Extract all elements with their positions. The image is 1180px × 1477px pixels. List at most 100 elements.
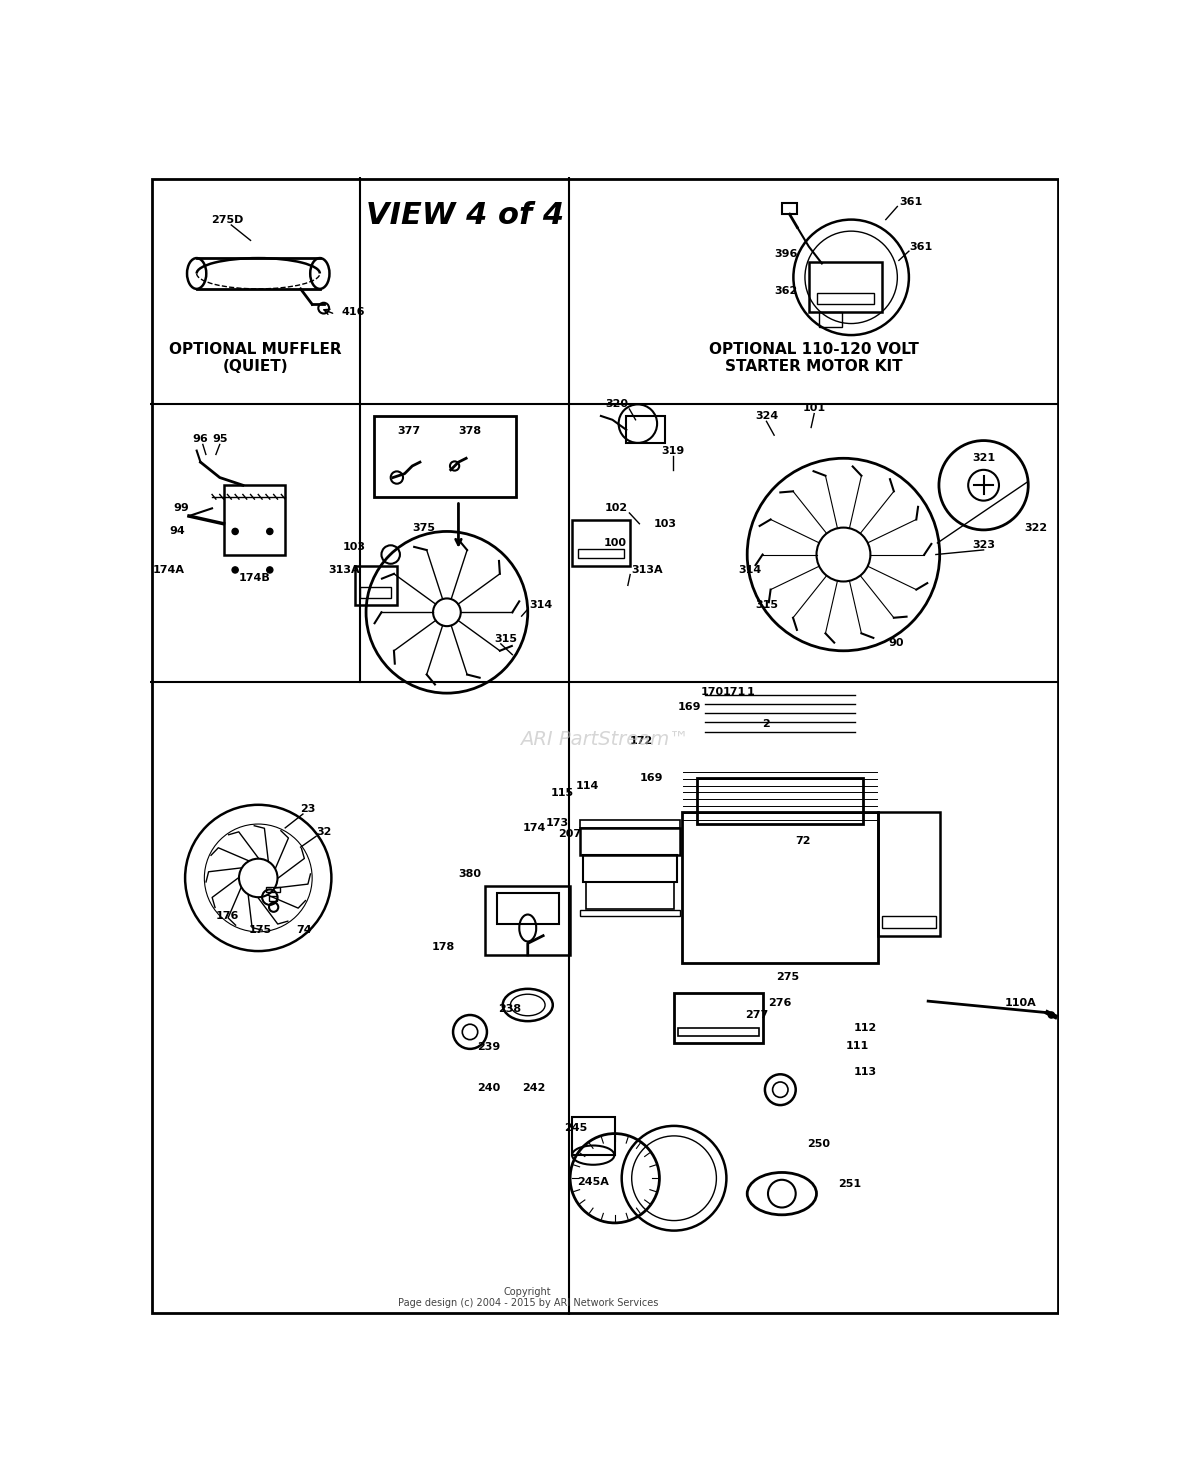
Text: 103: 103 — [654, 518, 676, 529]
Circle shape — [232, 529, 238, 535]
Text: 171: 171 — [722, 687, 746, 697]
Text: 115: 115 — [551, 789, 573, 798]
Bar — [878, 812, 939, 936]
Text: 277: 277 — [746, 1010, 769, 1021]
Bar — [572, 520, 630, 566]
Text: 100: 100 — [603, 538, 627, 548]
Text: 242: 242 — [523, 1083, 545, 1093]
Text: 112: 112 — [853, 1024, 877, 1032]
Circle shape — [267, 529, 273, 535]
Text: 240: 240 — [478, 1083, 500, 1093]
Text: 416: 416 — [341, 307, 365, 318]
Text: 362: 362 — [774, 287, 798, 297]
Text: ARI PartStream™: ARI PartStream™ — [520, 730, 689, 749]
Text: 245: 245 — [564, 1123, 588, 1133]
Text: 319: 319 — [661, 446, 684, 455]
Text: 321: 321 — [972, 453, 995, 464]
Text: 250: 250 — [807, 1139, 831, 1149]
Text: 377: 377 — [396, 427, 420, 436]
Text: 102: 102 — [604, 504, 628, 514]
Bar — [682, 812, 878, 963]
Text: 313A: 313A — [328, 564, 360, 575]
Bar — [782, 202, 798, 214]
Text: 378: 378 — [459, 427, 481, 436]
Circle shape — [232, 567, 238, 573]
Text: 1: 1 — [747, 687, 755, 697]
Text: 324: 324 — [755, 411, 778, 421]
Bar — [269, 897, 277, 901]
Text: 276: 276 — [768, 998, 792, 1009]
Text: 275D: 275D — [211, 214, 243, 225]
Circle shape — [1048, 1012, 1055, 1018]
Text: 95: 95 — [212, 434, 228, 445]
Bar — [583, 855, 677, 882]
Text: 315: 315 — [494, 634, 518, 644]
Bar — [497, 894, 558, 925]
Text: 174A: 174A — [153, 564, 185, 575]
Bar — [572, 1117, 615, 1155]
Text: 169: 169 — [640, 772, 663, 783]
Bar — [819, 312, 841, 328]
Text: 94: 94 — [170, 526, 185, 536]
Text: 245A: 245A — [577, 1177, 609, 1188]
Text: 90: 90 — [889, 638, 904, 648]
Bar — [581, 829, 680, 855]
Text: 96: 96 — [192, 434, 209, 445]
Text: 380: 380 — [459, 868, 481, 879]
Text: 113: 113 — [853, 1066, 877, 1077]
Text: OPTIONAL MUFFLER
(QUIET): OPTIONAL MUFFLER (QUIET) — [169, 343, 341, 374]
Text: 170: 170 — [701, 687, 725, 697]
Bar — [881, 916, 936, 928]
Text: 23: 23 — [301, 803, 316, 814]
Text: 176: 176 — [216, 911, 240, 922]
Text: 314: 314 — [530, 600, 552, 610]
Bar — [374, 417, 516, 496]
Bar — [808, 261, 881, 312]
Text: 32: 32 — [316, 827, 332, 837]
Circle shape — [267, 567, 273, 573]
Text: 174: 174 — [523, 823, 545, 833]
Text: 110A: 110A — [1004, 997, 1036, 1007]
Bar — [817, 292, 874, 304]
Text: 314: 314 — [738, 564, 761, 575]
Bar — [266, 888, 280, 892]
Bar — [677, 1028, 759, 1035]
Text: 320: 320 — [605, 399, 628, 409]
Text: 114: 114 — [576, 780, 599, 790]
Text: 101: 101 — [802, 403, 826, 414]
Bar — [354, 566, 396, 604]
Text: 239: 239 — [478, 1043, 500, 1052]
Text: VIEW 4 of 4: VIEW 4 of 4 — [366, 201, 564, 230]
Text: 361: 361 — [899, 196, 922, 207]
Text: 111: 111 — [846, 1041, 868, 1050]
Text: OPTIONAL 110-120 VOLT
STARTER MOTOR KIT: OPTIONAL 110-120 VOLT STARTER MOTOR KIT — [709, 343, 919, 374]
Text: 323: 323 — [972, 541, 995, 551]
Text: 172: 172 — [630, 736, 654, 746]
Text: 313A: 313A — [631, 564, 663, 575]
Text: 396: 396 — [774, 250, 798, 260]
Bar — [223, 486, 286, 554]
Text: 74: 74 — [296, 925, 313, 935]
Text: 251: 251 — [838, 1180, 861, 1189]
Text: 72: 72 — [795, 836, 811, 846]
Text: 99: 99 — [173, 504, 189, 514]
Text: 322: 322 — [1024, 523, 1048, 533]
Text: 178: 178 — [432, 942, 454, 953]
Bar — [627, 417, 664, 443]
Bar — [674, 994, 762, 1043]
Bar — [581, 910, 680, 916]
Text: 2: 2 — [762, 719, 771, 730]
Bar — [697, 778, 863, 824]
Bar — [586, 882, 674, 908]
Bar — [485, 886, 570, 956]
Text: 173: 173 — [545, 817, 569, 827]
Text: 238: 238 — [498, 1004, 520, 1013]
Text: 315: 315 — [755, 600, 778, 610]
Text: Copyright
Page design (c) 2004 - 2015 by ARI Network Services: Copyright Page design (c) 2004 - 2015 by… — [398, 1286, 658, 1309]
Text: 103: 103 — [343, 542, 366, 552]
Text: 361: 361 — [909, 242, 932, 251]
Text: 174B: 174B — [240, 573, 270, 582]
Text: 375: 375 — [412, 523, 435, 533]
Bar — [360, 586, 391, 598]
Bar — [578, 549, 624, 558]
